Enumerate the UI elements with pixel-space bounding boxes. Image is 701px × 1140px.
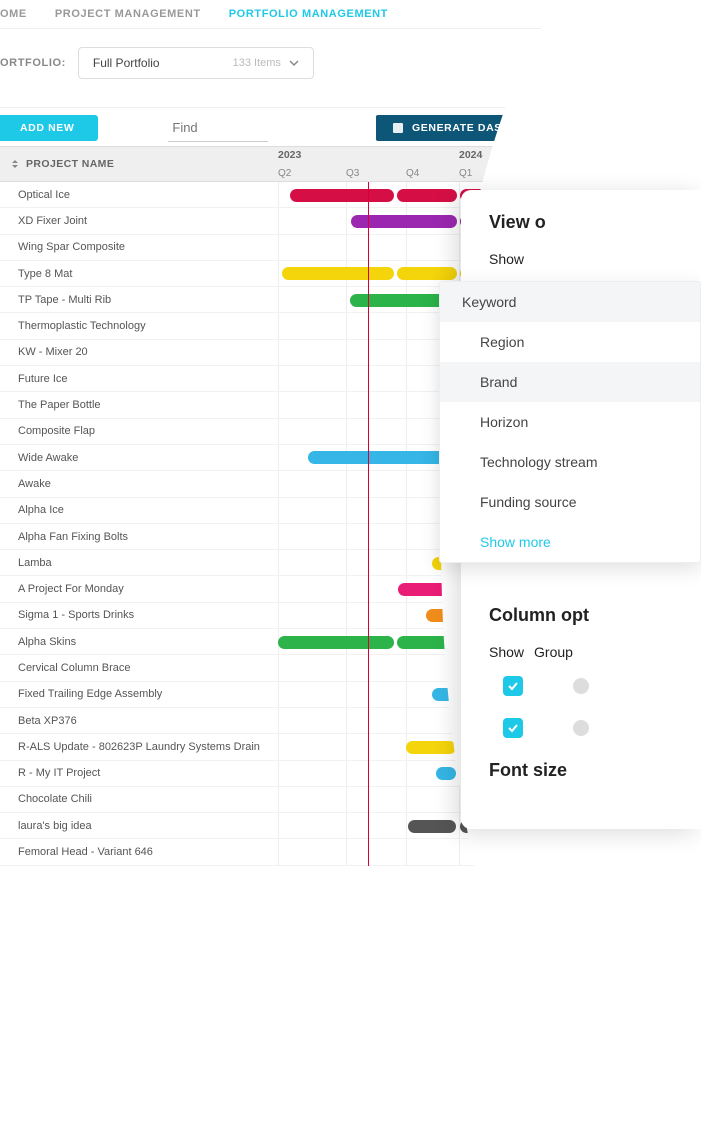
sort-icon [10, 159, 20, 169]
year-label: 2024 [459, 149, 482, 161]
zoom-icon [616, 122, 628, 134]
gantt-header: PROJECT NAME 2023 2024 Q2 Q3 Q4 Q1 Q2 [0, 146, 701, 182]
table-row[interactable]: Femoral Head - Variant 646 [0, 839, 701, 865]
nav-portfolio-management[interactable]: PORTFOLIO MANAGEMENT [229, 8, 388, 20]
project-name-cell[interactable]: The Paper Bottle [0, 399, 278, 411]
dropdown-item[interactable]: Region [440, 322, 700, 362]
gantt-bar[interactable] [436, 767, 456, 780]
gantt-bar[interactable] [397, 636, 457, 649]
dropdown-item[interactable]: Brand [440, 362, 700, 402]
project-name-cell[interactable]: Thermoplastic Technology [0, 320, 278, 332]
show-dropdown[interactable]: Keyword RegionBrandHorizonTechnology str… [439, 281, 701, 563]
column-options-title: Column opt [489, 605, 701, 626]
view-options-title: View o [489, 212, 701, 233]
zoom-in-button[interactable]: ZOOM IN [600, 115, 701, 141]
project-name-cell[interactable]: Fixed Trailing Edge Assembly [0, 688, 278, 700]
bar-track [278, 839, 701, 864]
quarter-label: Q2 [519, 168, 532, 179]
project-name-cell[interactable]: Lamba [0, 557, 278, 569]
gantt-bar[interactable] [282, 267, 394, 280]
chevron-down-icon [289, 58, 299, 68]
dropdown-item[interactable]: Funding source [440, 482, 700, 522]
gantt-bar[interactable] [426, 609, 456, 622]
portfolio-label: ORTFOLIO: [0, 57, 66, 69]
gantt-bar[interactable] [408, 820, 456, 833]
project-name-cell[interactable]: Wing Spar Composite [0, 241, 278, 253]
portfolio-value: Full Portfolio [93, 56, 160, 70]
gantt-bar[interactable] [398, 583, 456, 596]
portfolio-count: 133 Items [233, 57, 281, 69]
quarter-label: Q1 [459, 168, 472, 179]
project-name-cell[interactable]: Alpha Skins [0, 636, 278, 648]
gantt-bar[interactable] [406, 741, 456, 754]
gantt-bar[interactable] [290, 189, 394, 202]
zoom-label: ZOOM IN [636, 122, 685, 134]
project-name-cell[interactable]: Alpha Fan Fixing Bolts [0, 531, 278, 543]
quarter-label: Q4 [406, 168, 419, 179]
project-name-cell[interactable]: KW - Mixer 20 [0, 346, 278, 358]
find-input[interactable] [168, 114, 268, 142]
dropdown-item[interactable]: Technology stream [440, 442, 700, 482]
project-name-cell[interactable]: Cervical Column Brace [0, 662, 278, 674]
generate-pdf-label: GENERATE DASHBOARD PDF [412, 122, 578, 134]
gantt-bar[interactable] [278, 636, 394, 649]
year-label: 2023 [278, 149, 301, 161]
font-size-title: Font size [489, 760, 701, 781]
project-name-cell[interactable]: R - My IT Project [0, 767, 278, 779]
project-name-cell[interactable]: laura's big idea [0, 820, 278, 832]
column-option-row-1 [503, 676, 701, 696]
nav-home[interactable]: OME [0, 8, 27, 20]
gantt-bar[interactable] [432, 688, 457, 701]
portfolio-bar: ORTFOLIO: Full Portfolio 133 Items [0, 29, 701, 108]
gantt-bar[interactable] [351, 215, 457, 228]
project-name-cell[interactable]: Awake [0, 478, 278, 490]
show-more-link[interactable]: Show more [440, 522, 700, 562]
pdf-icon [392, 122, 404, 134]
show-checkbox-1[interactable] [503, 676, 523, 696]
project-name-cell[interactable]: Femoral Head - Variant 646 [0, 846, 278, 858]
gantt-bar[interactable] [397, 189, 457, 202]
project-name-cell[interactable]: TP Tape - Multi Rib [0, 294, 278, 306]
project-name-cell[interactable]: Sigma 1 - Sports Drinks [0, 609, 278, 621]
project-name-cell[interactable]: Type 8 Mat [0, 268, 278, 280]
project-name-cell[interactable]: Future Ice [0, 373, 278, 385]
col-group-label: Group [534, 644, 573, 660]
add-new-button[interactable]: ADD NEW [0, 115, 98, 141]
quarter-label: Q2 [278, 168, 291, 179]
project-name-cell[interactable]: A Project For Monday [0, 583, 278, 595]
group-radio-1[interactable] [573, 678, 589, 694]
today-line [368, 182, 369, 866]
project-name-cell[interactable]: Composite Flap [0, 425, 278, 437]
project-name-cell[interactable]: Beta XP376 [0, 715, 278, 727]
view-show-label: Show [489, 251, 701, 267]
generate-pdf-button[interactable]: GENERATE DASHBOARD PDF [376, 115, 594, 141]
project-name-cell[interactable]: Alpha Ice [0, 504, 278, 516]
project-name-cell[interactable]: Wide Awake [0, 452, 278, 464]
dropdown-item[interactable]: Horizon [440, 402, 700, 442]
project-name-header[interactable]: PROJECT NAME [0, 147, 278, 181]
gantt-bar[interactable] [397, 267, 457, 280]
group-radio-2[interactable] [573, 720, 589, 736]
project-name-cell[interactable]: R-ALS Update - 802623P Laundry Systems D… [0, 741, 278, 753]
quarter-label: Q3 [346, 168, 359, 179]
col-show-label: Show [489, 644, 524, 660]
show-checkbox-2[interactable] [503, 718, 523, 738]
project-name-cell[interactable]: XD Fixer Joint [0, 215, 278, 227]
project-name-cell[interactable]: Chocolate Chili [0, 793, 278, 805]
dropdown-header: Keyword [440, 282, 700, 322]
column-option-row-2 [503, 718, 701, 738]
top-nav: OME PROJECT MANAGEMENT PORTFOLIO MANAGEM… [0, 0, 701, 29]
nav-project-management[interactable]: PROJECT MANAGEMENT [55, 8, 201, 20]
view-options-panel: View o Show Keyword RegionBrandHorizonTe… [461, 190, 701, 829]
toolbar: ADD NEW GENERATE DASHBOARD PDF ZOOM IN [0, 108, 701, 146]
portfolio-select[interactable]: Full Portfolio 133 Items [78, 47, 314, 79]
timeline-header: 2023 2024 Q2 Q3 Q4 Q1 Q2 [278, 147, 701, 181]
project-name-cell[interactable]: Optical Ice [0, 189, 278, 201]
column-options-header: Show Group [489, 644, 701, 660]
